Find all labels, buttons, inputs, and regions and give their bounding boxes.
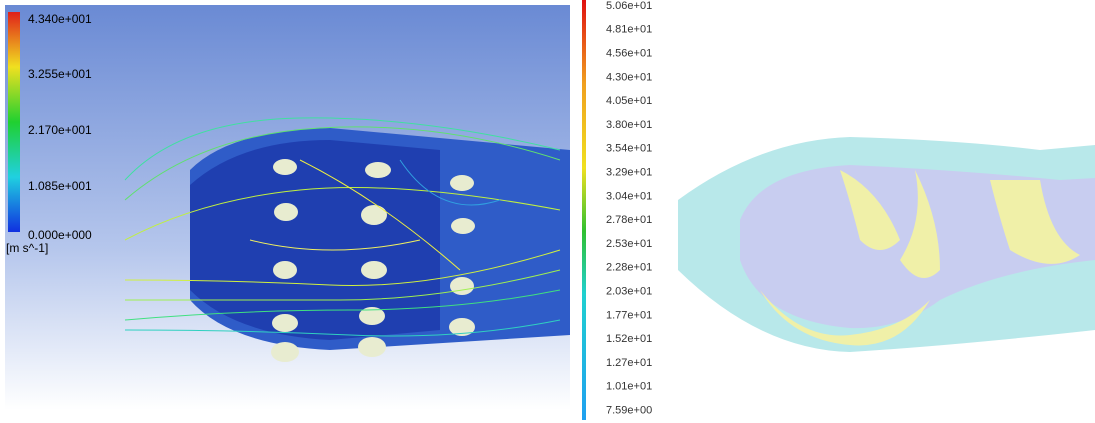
legend-label: 5.06e+01 [606,0,652,12]
legend-label: 2.53e+01 [606,238,652,250]
legend-labels: 5.06e+01 4.81e+01 4.56e+01 4.30e+01 4.05e+01… [606,0,652,417]
screenshot: 4.340e+001 3.255e+001 2.170e+001 1.085e+… [0,0,1095,423]
legend-label: 2.28e+01 [606,262,652,274]
legend-label: 4.30e+01 [606,71,652,83]
legend-label: 1.77e+01 [606,309,652,321]
legend-label: 1.52e+01 [606,333,652,345]
legend-label: 1.27e+01 [606,357,652,369]
legend-label: 3.80e+01 [606,119,652,131]
legend-label: 4.340e+001 [28,12,92,26]
legend-label: 3.04e+01 [606,190,652,202]
legend-label: 2.78e+01 [606,214,652,226]
legend-label: 1.085e+001 [28,179,92,193]
legend-label: 7.59e+00 [606,405,652,417]
color-bar [582,0,586,420]
right-panel: 5.06e+01 4.81e+01 4.56e+01 4.30e+01 4.05e+01… [582,0,1095,420]
left-panel: 4.340e+001 3.255e+001 2.170e+001 1.085e+… [5,5,570,410]
legend-label: 2.03e+01 [606,286,652,298]
legend-label: 3.255e+001 [28,67,92,81]
legend-label: 4.05e+01 [606,95,652,107]
legend-label: 3.54e+01 [606,143,652,155]
legend-label: 0.000e+000 [28,228,92,242]
legend-label: 4.56e+01 [606,48,652,60]
legend-unit: [m s^-1] [6,241,48,255]
legend-label: 3.29e+01 [606,167,652,179]
legend-label: 4.81e+01 [606,24,652,36]
legend-label: 2.170e+001 [28,123,92,137]
color-bar [8,12,20,232]
legend-label: 1.01e+01 [606,381,652,393]
